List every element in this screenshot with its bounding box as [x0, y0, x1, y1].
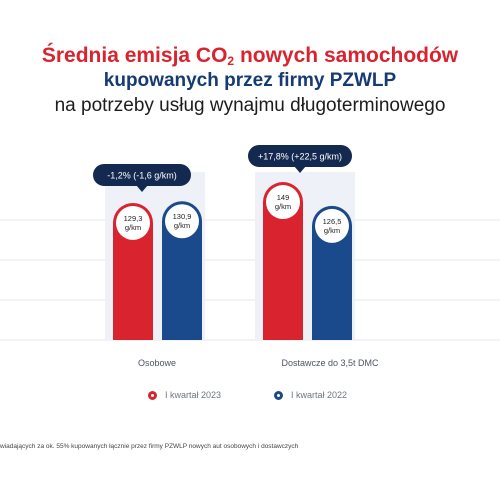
legend-item-2023: I kwartał 2023 — [148, 390, 221, 400]
bar-0-0 — [113, 202, 153, 340]
bar-0-1 — [162, 201, 202, 340]
legend-label-2023: I kwartał 2023 — [165, 390, 222, 400]
value-bubble-1-0 — [266, 185, 300, 220]
change-label-0: -1,2% (-1,6 g/km) — [107, 171, 177, 181]
data-unit-0-0: g/km — [125, 223, 141, 232]
legend-label-2022: I kwartał 2022 — [291, 390, 348, 400]
data-label-1-0: 149 — [277, 193, 290, 202]
data-label-1-1: 126,5 — [323, 217, 342, 226]
data-unit-1-1: g/km — [324, 226, 340, 235]
value-bubble-1-1 — [315, 208, 349, 243]
change-callout-0 — [93, 164, 191, 186]
title-subscript: 2 — [227, 54, 235, 68]
title-prefix: Średnia emisja CO — [41, 44, 228, 67]
change-callout-pointer-1 — [294, 166, 306, 173]
legend-marker-2023 — [148, 390, 157, 400]
category-label-0: Osobowe — [138, 358, 176, 368]
data-unit-0-1: g/km — [174, 221, 190, 230]
value-bubble-0-0 — [116, 205, 150, 240]
change-callout-pointer-0 — [136, 185, 148, 192]
value-bubble-0-1 — [165, 204, 199, 239]
chart-subtitle-line3: na potrzeby usług wynajmu długoterminowe… — [54, 95, 446, 116]
bar-1-0 — [263, 182, 303, 340]
title-suffix: nowych samochodów — [234, 44, 459, 67]
change-callout-1 — [248, 145, 352, 167]
chart-subtitle: kupowanych przez firmy PZWLP — [103, 70, 397, 91]
legend-marker-2022 — [274, 390, 283, 400]
change-label-1: +17,8% (+22,5 g/km) — [258, 152, 342, 162]
data-unit-1-0: g/km — [275, 202, 291, 211]
category-label-1: Dostawcze do 3,5t DMC — [281, 358, 379, 368]
data-label-0-0: 129,3 — [124, 214, 143, 223]
data-label-0-1: 130,9 — [173, 212, 192, 221]
legend-item-2022: I kwartał 2022 — [274, 390, 347, 400]
footnote: wiadających za ok. 55% kupowanych łączni… — [0, 443, 299, 450]
chart-title: Średnia emisja CO2 nowych samochodów — [0, 44, 500, 68]
